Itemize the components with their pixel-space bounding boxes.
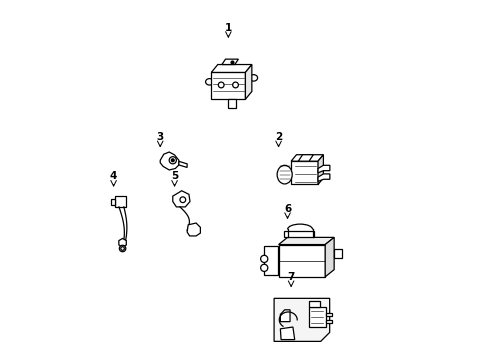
- Polygon shape: [280, 327, 294, 339]
- Bar: [284, 231, 314, 237]
- Circle shape: [260, 264, 267, 271]
- Text: 7: 7: [287, 272, 294, 282]
- Ellipse shape: [249, 75, 257, 81]
- Circle shape: [121, 247, 124, 250]
- Polygon shape: [172, 191, 190, 207]
- Bar: [325, 320, 331, 323]
- Polygon shape: [278, 237, 333, 244]
- Polygon shape: [119, 238, 126, 247]
- Polygon shape: [317, 165, 329, 173]
- Polygon shape: [317, 174, 329, 181]
- Text: 1: 1: [224, 23, 231, 33]
- Ellipse shape: [205, 78, 213, 85]
- Polygon shape: [160, 152, 179, 170]
- Bar: [227, 99, 236, 108]
- Text: 2: 2: [274, 132, 282, 142]
- Circle shape: [218, 82, 224, 88]
- Bar: [325, 313, 331, 316]
- Circle shape: [169, 157, 176, 164]
- Text: 6: 6: [284, 204, 290, 214]
- Text: 3: 3: [156, 132, 163, 142]
- Circle shape: [260, 255, 267, 262]
- Polygon shape: [245, 64, 251, 99]
- Polygon shape: [290, 155, 323, 161]
- Circle shape: [171, 159, 174, 162]
- Bar: [115, 196, 126, 207]
- Bar: [264, 246, 277, 275]
- Bar: [308, 307, 325, 327]
- Bar: [278, 244, 325, 277]
- Polygon shape: [222, 59, 238, 64]
- Ellipse shape: [277, 165, 292, 184]
- Polygon shape: [280, 310, 289, 321]
- Polygon shape: [211, 64, 251, 72]
- Bar: [111, 199, 115, 205]
- Circle shape: [232, 82, 238, 88]
- Polygon shape: [325, 237, 333, 277]
- Polygon shape: [317, 155, 323, 184]
- Polygon shape: [179, 161, 187, 167]
- Bar: [333, 249, 341, 258]
- Circle shape: [119, 245, 125, 252]
- Bar: [211, 72, 245, 99]
- Bar: [290, 161, 317, 184]
- Text: 5: 5: [171, 171, 178, 181]
- Text: 4: 4: [110, 171, 117, 181]
- Circle shape: [180, 197, 185, 203]
- Polygon shape: [298, 155, 313, 161]
- Bar: [308, 301, 319, 307]
- Polygon shape: [187, 223, 200, 236]
- Polygon shape: [274, 298, 329, 341]
